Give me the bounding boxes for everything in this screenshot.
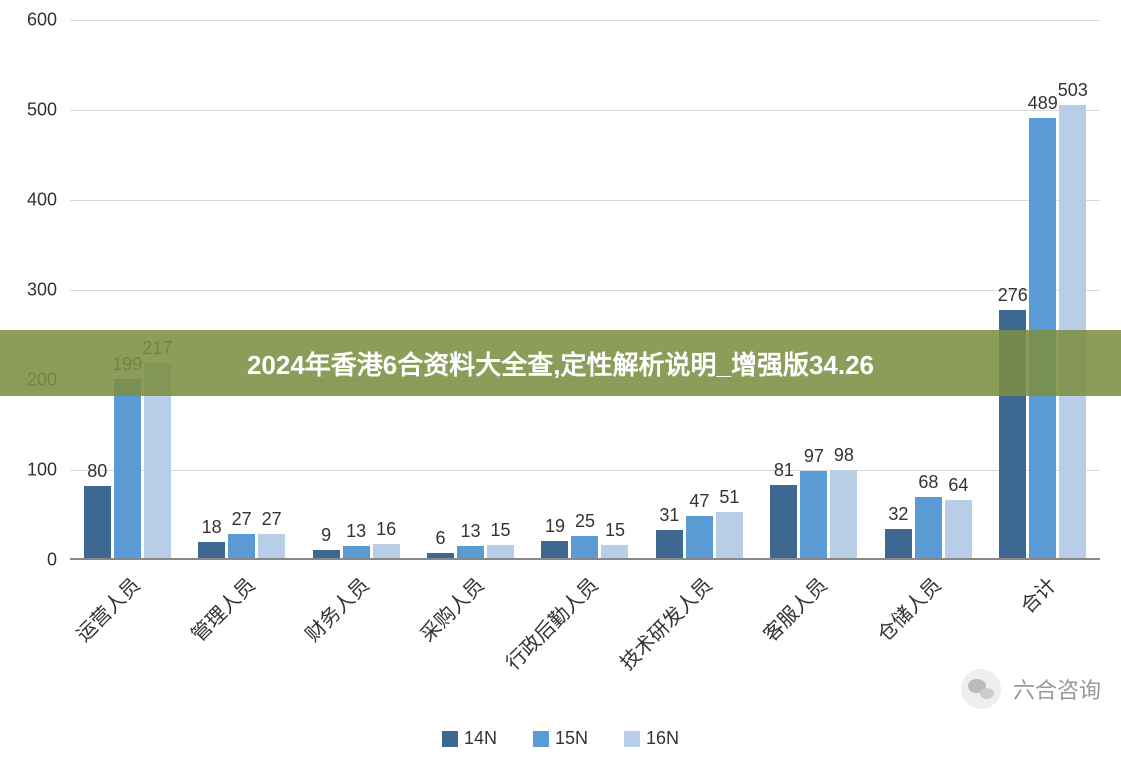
y-tick-label: 300 xyxy=(27,280,57,301)
y-tick-label: 0 xyxy=(47,550,57,571)
bar-value-label: 27 xyxy=(252,509,292,530)
bar xyxy=(541,541,568,558)
x-tick-label: 采购人员 xyxy=(412,570,489,647)
bar xyxy=(800,471,827,558)
bar xyxy=(487,545,514,559)
bar-group: 192515 xyxy=(528,20,642,558)
bar xyxy=(915,497,942,558)
legend-swatch xyxy=(624,731,640,747)
bar xyxy=(114,379,141,558)
chart-container: 0100200300400500600 80199217182727913166… xyxy=(10,10,1111,630)
watermark-badge: 六合咨询 xyxy=(961,669,1101,709)
x-tick-label: 运营人员 xyxy=(69,570,146,647)
legend-swatch xyxy=(442,731,458,747)
bar-value-label: 16 xyxy=(366,519,406,540)
bar xyxy=(313,550,340,558)
bar xyxy=(885,529,912,558)
banner-text: 2024年香港6合资料大全查,定性解析说明_增强版34.26 xyxy=(247,345,874,382)
legend-label: 14N xyxy=(464,728,497,748)
y-tick-label: 400 xyxy=(27,190,57,211)
bar-value-label: 64 xyxy=(938,475,978,496)
bar xyxy=(945,500,972,558)
legend-swatch xyxy=(533,731,549,747)
x-tick-label: 财务人员 xyxy=(298,570,375,647)
bar-value-label: 80 xyxy=(77,461,117,482)
bar xyxy=(343,546,370,558)
bar xyxy=(373,544,400,558)
bar-group: 80199217 xyxy=(70,20,184,558)
y-tick-label: 500 xyxy=(27,100,57,121)
bar xyxy=(457,546,484,558)
legend-item: 15N xyxy=(533,728,588,749)
y-tick-label: 100 xyxy=(27,460,57,481)
bar xyxy=(656,530,683,558)
x-tick-label: 技术研发人员 xyxy=(613,570,718,675)
bar-group: 819798 xyxy=(757,20,871,558)
bar xyxy=(830,470,857,558)
bar xyxy=(228,534,255,558)
x-tick-label: 仓储人员 xyxy=(870,570,947,647)
bar xyxy=(686,516,713,558)
bar xyxy=(258,534,285,558)
legend-label: 15N xyxy=(555,728,588,748)
bar-value-label: 15 xyxy=(595,520,635,541)
legend-item: 16N xyxy=(624,728,679,749)
x-axis-labels: 运营人员管理人员财务人员采购人员行政后勤人员技术研发人员客服人员仓储人员合计 xyxy=(70,565,1100,665)
bar-value-label: 276 xyxy=(993,285,1033,306)
x-tick-label: 合计 xyxy=(1012,570,1061,619)
bar-group: 61315 xyxy=(413,20,527,558)
bar xyxy=(716,512,743,558)
bar-group: 276489503 xyxy=(986,20,1100,558)
bar-value-label: 32 xyxy=(878,504,918,525)
bar xyxy=(198,542,225,558)
legend-item: 14N xyxy=(442,728,497,749)
x-tick-label: 客服人员 xyxy=(755,570,832,647)
x-tick-label: 管理人员 xyxy=(183,570,260,647)
bar xyxy=(770,485,797,558)
x-tick-label: 行政后勤人员 xyxy=(498,570,603,675)
legend: 14N 15N 16N xyxy=(0,728,1121,749)
bar xyxy=(601,545,628,559)
y-tick-label: 600 xyxy=(27,10,57,31)
bar-value-label: 98 xyxy=(824,445,864,466)
bar-group: 314751 xyxy=(642,20,756,558)
plot-area: 8019921718272791316613151925153147518197… xyxy=(70,20,1100,560)
watermark-text: 六合咨询 xyxy=(1013,673,1101,705)
legend-label: 16N xyxy=(646,728,679,748)
overlay-banner: 2024年香港6合资料大全查,定性解析说明_增强版34.26 xyxy=(0,330,1121,396)
bar-group: 182727 xyxy=(184,20,298,558)
bar-group: 91316 xyxy=(299,20,413,558)
bar-value-label: 503 xyxy=(1053,80,1093,101)
bar xyxy=(84,486,111,558)
bar xyxy=(427,553,454,558)
bar-value-label: 51 xyxy=(709,487,749,508)
y-axis: 0100200300400500600 xyxy=(10,20,65,560)
wechat-icon xyxy=(961,669,1001,709)
bar-value-label: 15 xyxy=(481,520,521,541)
bar-group: 326864 xyxy=(871,20,985,558)
